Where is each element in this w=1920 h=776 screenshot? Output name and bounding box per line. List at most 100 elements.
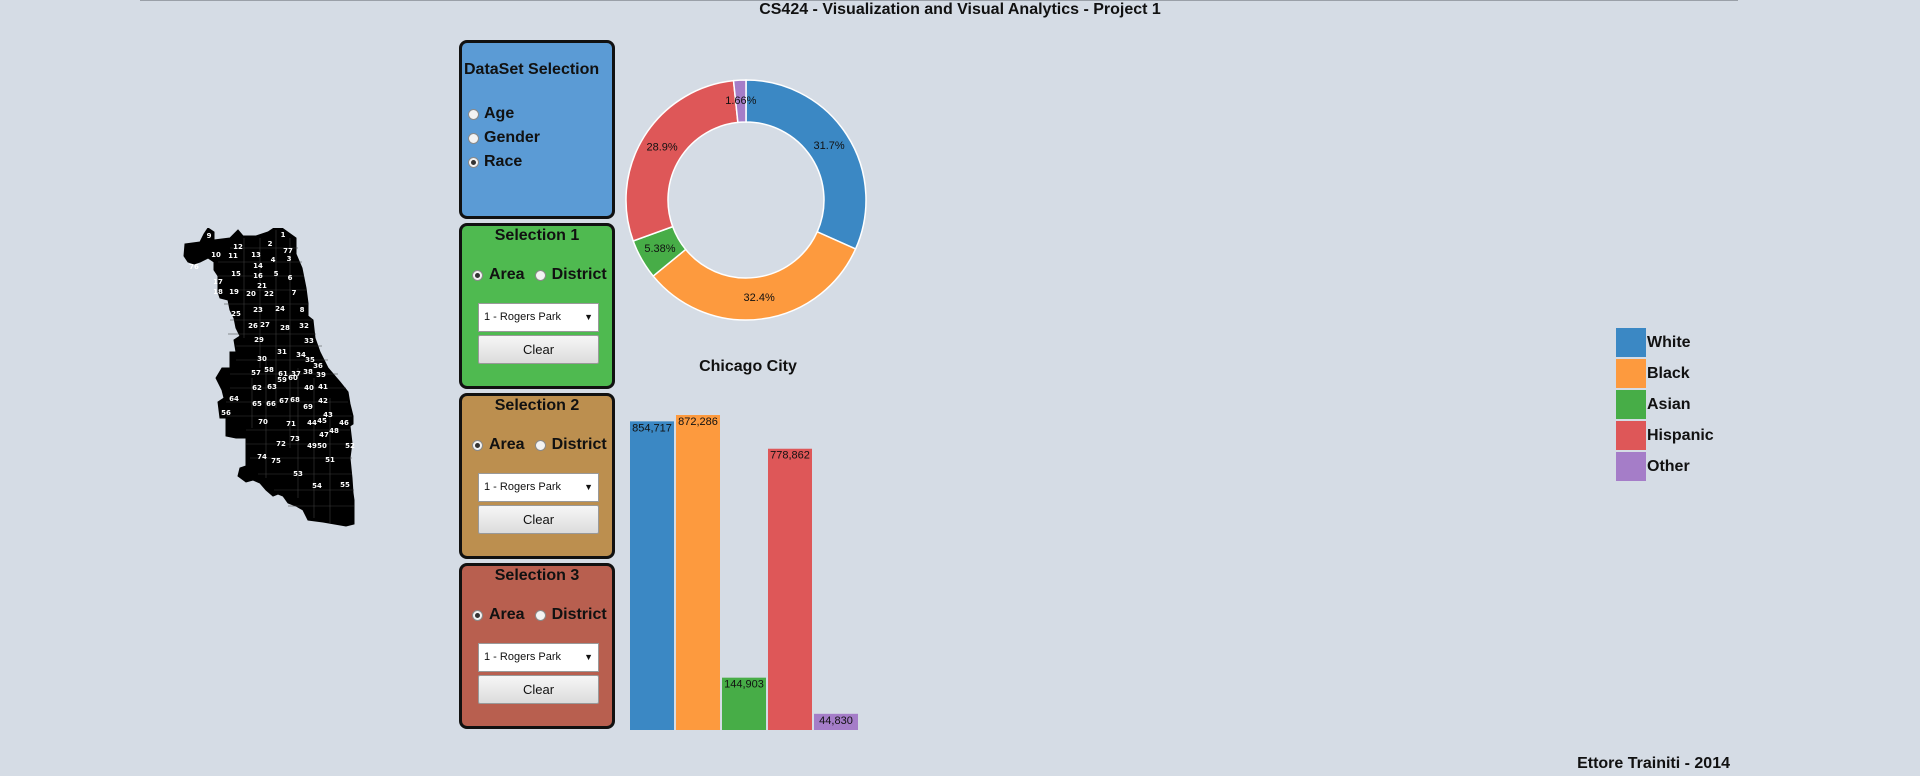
map-area-label[interactable]: 20 xyxy=(246,290,256,298)
dataset-option-gender[interactable]: Gender xyxy=(468,129,540,147)
clear-button[interactable]: Clear xyxy=(478,675,599,704)
map-area-label[interactable]: 47 xyxy=(319,431,329,439)
clear-button[interactable]: Clear xyxy=(478,335,599,364)
map-area-label[interactable]: 3 xyxy=(287,255,292,263)
map-area-label[interactable]: 41 xyxy=(318,383,328,391)
map-area-label[interactable]: 22 xyxy=(264,290,274,298)
map-area-label[interactable]: 26 xyxy=(248,322,258,330)
community-area-select[interactable]: 1 - Rogers Park ▼ xyxy=(478,303,599,332)
map-area-label[interactable]: 76 xyxy=(189,263,199,271)
bar-white[interactable] xyxy=(630,421,674,730)
map-area-label[interactable]: 73 xyxy=(290,435,300,443)
map-area-label[interactable]: 32 xyxy=(299,322,309,330)
map-area-label[interactable]: 74 xyxy=(257,453,267,461)
radio-district[interactable] xyxy=(534,609,546,621)
map-area-label[interactable]: 9 xyxy=(207,232,212,240)
map-area-label[interactable]: 24 xyxy=(275,305,285,313)
map-area-label[interactable]: 17 xyxy=(213,278,223,286)
map-area-label[interactable]: 62 xyxy=(252,384,262,392)
map-area-label[interactable]: 67 xyxy=(279,397,289,405)
map-area-label[interactable]: 45 xyxy=(317,417,327,425)
donut-slice-hispanic[interactable] xyxy=(625,79,739,242)
dataset-option-age[interactable]: Age xyxy=(468,105,514,123)
map-area-label[interactable]: 1 xyxy=(281,231,286,239)
map-area-label[interactable]: 63 xyxy=(267,383,277,391)
dataset-option-race[interactable]: Race xyxy=(468,153,522,171)
map-area-label[interactable]: 15 xyxy=(231,270,241,278)
map-area-label[interactable]: 38 xyxy=(303,368,313,376)
map-area-label[interactable]: 25 xyxy=(231,310,241,318)
map-area-label[interactable]: 8 xyxy=(300,306,305,314)
map-area-label[interactable]: 31 xyxy=(277,348,287,356)
donut-slice-white[interactable] xyxy=(745,79,867,250)
map-area-label[interactable]: 13 xyxy=(251,251,261,259)
map-area-label[interactable]: 51 xyxy=(325,456,335,464)
donut-slice-other[interactable] xyxy=(732,79,747,124)
map-area-label[interactable]: 43 xyxy=(323,411,333,419)
map-area-label[interactable]: 72 xyxy=(276,440,286,448)
map-area-label[interactable]: 66 xyxy=(266,400,276,408)
map-area-label[interactable]: 34 xyxy=(296,351,306,359)
radio-gender[interactable] xyxy=(468,132,479,144)
map-area-label[interactable]: 6 xyxy=(288,274,293,282)
map-area-label[interactable]: 11 xyxy=(228,252,238,260)
map-area-label[interactable]: 69 xyxy=(303,403,313,411)
radio-district[interactable] xyxy=(534,269,546,281)
radio-age[interactable] xyxy=(468,108,479,120)
map-area-label[interactable]: 29 xyxy=(254,336,264,344)
donut-slice-black[interactable] xyxy=(652,230,857,321)
map-area-label[interactable]: 16 xyxy=(253,272,263,280)
map-area-label[interactable]: 4 xyxy=(271,256,276,264)
map-area-label[interactable]: 49 xyxy=(307,442,317,450)
map-area-label[interactable]: 48 xyxy=(329,427,339,435)
map-area-label[interactable]: 30 xyxy=(257,355,267,363)
map-area-label[interactable]: 40 xyxy=(304,384,314,392)
map-area-label[interactable]: 19 xyxy=(229,288,239,296)
radio-district[interactable] xyxy=(534,439,546,451)
map-area-label[interactable]: 21 xyxy=(257,282,267,290)
map-area-label[interactable]: 56 xyxy=(221,409,231,417)
map-area-label[interactable]: 12 xyxy=(233,243,243,251)
map-area-label[interactable]: 52 xyxy=(345,442,355,450)
map-area-label[interactable]: 70 xyxy=(258,418,268,426)
map-area-label[interactable]: 55 xyxy=(340,481,350,489)
map-area-label[interactable]: 60 xyxy=(288,374,298,382)
community-area-select[interactable]: 1 - Rogers Park ▼ xyxy=(478,643,599,672)
map-area-label[interactable]: 23 xyxy=(253,306,263,314)
map-area-label[interactable]: 59 xyxy=(277,376,287,384)
map-area-label[interactable]: 33 xyxy=(304,337,314,345)
map-area-label[interactable]: 39 xyxy=(316,371,326,379)
radio-area[interactable] xyxy=(472,439,483,451)
map-area-label[interactable]: 18 xyxy=(213,288,223,296)
map-area-label[interactable]: 2 xyxy=(268,240,273,248)
map-area-label[interactable]: 7 xyxy=(292,289,297,297)
bar-hispanic[interactable] xyxy=(768,448,812,730)
map-area-label[interactable]: 75 xyxy=(271,457,281,465)
map-area-label[interactable]: 65 xyxy=(252,400,262,408)
map-area-label[interactable]: 68 xyxy=(290,396,300,404)
map-area-label[interactable]: 10 xyxy=(211,251,221,259)
community-area-select[interactable]: 1 - Rogers Park ▼ xyxy=(478,473,599,502)
map-area-label[interactable]: 35 xyxy=(305,356,315,364)
map-area-label[interactable]: 53 xyxy=(293,470,303,478)
map-area-label[interactable]: 27 xyxy=(260,321,270,329)
radio-area[interactable] xyxy=(472,609,483,621)
map-area-label[interactable]: 5 xyxy=(274,270,279,278)
map-area-label[interactable]: 57 xyxy=(251,369,261,377)
map-area-label[interactable]: 28 xyxy=(280,324,290,332)
map-area-label[interactable]: 36 xyxy=(313,362,323,370)
map-area-label[interactable]: 58 xyxy=(264,366,274,374)
radio-race[interactable] xyxy=(468,156,479,168)
map-area-label[interactable]: 37 xyxy=(291,370,301,378)
bar-black[interactable] xyxy=(676,415,720,730)
radio-area[interactable] xyxy=(472,269,483,281)
map-area-label[interactable]: 64 xyxy=(229,395,239,403)
map-area-label[interactable]: 54 xyxy=(312,482,322,490)
map-area-label[interactable]: 77 xyxy=(283,247,293,255)
map-area-label[interactable]: 44 xyxy=(307,419,317,427)
map-area-label[interactable]: 61 xyxy=(278,370,288,378)
map-area-label[interactable]: 71 xyxy=(286,420,296,428)
clear-button[interactable]: Clear xyxy=(478,505,599,534)
map-area-label[interactable]: 46 xyxy=(339,419,349,427)
